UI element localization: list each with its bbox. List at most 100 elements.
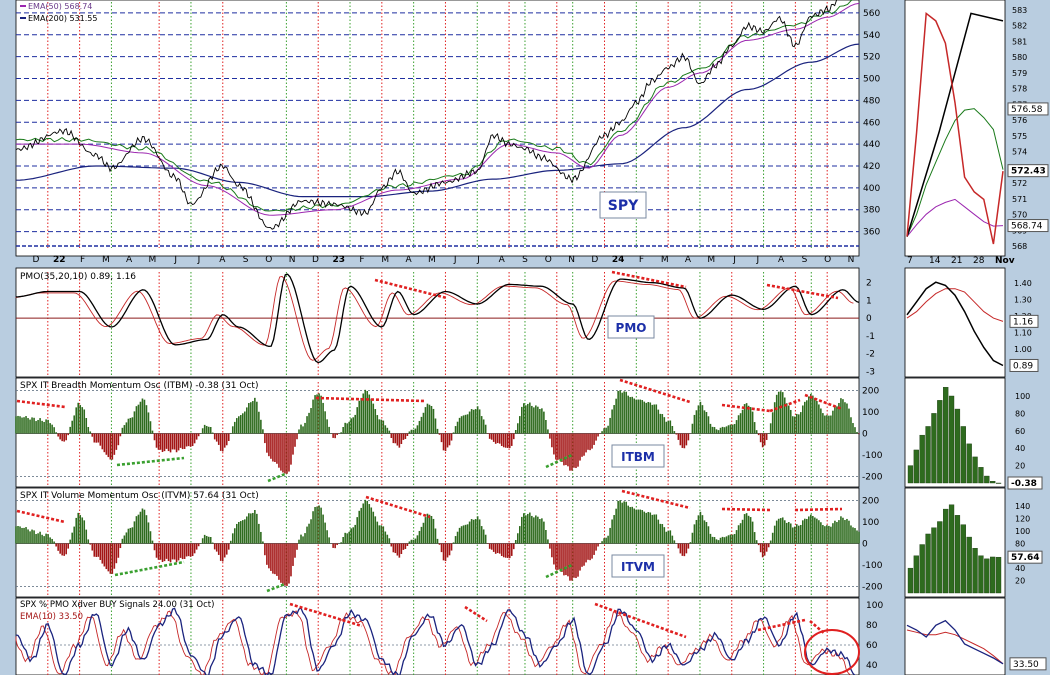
- itvm-zoom-bar: [972, 548, 978, 594]
- itbm-tick-label: 0: [862, 430, 868, 440]
- price-x-label: A: [219, 255, 226, 265]
- price-tick-label: 400: [863, 184, 880, 194]
- itbm-zoom-bar: [995, 482, 1002, 484]
- itbm-zoom-tick: 40: [1015, 444, 1025, 453]
- trend-annotation: [619, 378, 691, 404]
- trend-annotation: [365, 495, 431, 519]
- price-line: [15, 0, 838, 230]
- itvm-tick-label: -100: [862, 561, 883, 571]
- spy-label: SPY: [608, 198, 639, 214]
- itbm-zoom-bar: [954, 408, 961, 484]
- price-x-label: M: [381, 255, 389, 265]
- legend-ema200: EMA(200) 531.55: [28, 14, 97, 23]
- trend-annotation: [794, 507, 843, 512]
- price-x-label: M: [428, 255, 436, 265]
- trend-annotation: [809, 620, 826, 635]
- zoom-price-tick: 574: [1012, 148, 1027, 157]
- zoom-xover-mark-box: [1009, 657, 1047, 671]
- zoom-price-line: [906, 11, 1004, 245]
- xover-panel: [15, 597, 860, 675]
- price-x-label: J: [732, 255, 736, 265]
- price-panel: [15, 0, 860, 257]
- itbm-zoom-bar: [943, 387, 949, 484]
- itbm-zoom-mark-box: [1007, 476, 1043, 490]
- zoom-pmo-tick: 1.30: [1014, 296, 1032, 305]
- itbm-zoom-bar: [919, 434, 925, 484]
- itbm-zoom-tick: 20: [1015, 462, 1025, 471]
- itvm-zoom-bar: [937, 521, 943, 594]
- price-x-label: S: [802, 255, 808, 265]
- itbm-zoom-bar: [925, 426, 931, 484]
- price-tick-label: 520: [863, 53, 880, 63]
- xover-tick-label: 100: [866, 601, 883, 611]
- itvm-tick-label: 200: [862, 497, 879, 507]
- zoom-price-tick: 570: [1012, 211, 1027, 220]
- trend-annotation: [769, 398, 801, 413]
- pmo-label-box: [607, 315, 655, 339]
- itvm-zoom-bar: [966, 536, 972, 594]
- trend-annotation: [621, 489, 691, 510]
- price-x-label: O: [824, 255, 831, 265]
- zoom-price-mark-box: [1007, 219, 1049, 233]
- trend-annotation: [721, 507, 771, 512]
- zoom-price-tick: 578: [1012, 85, 1027, 94]
- pmo-line: [15, 273, 860, 364]
- trend-annotation: [804, 393, 843, 411]
- legend-ema50: EMA(50) 568.74: [28, 2, 92, 11]
- price-x-label: J: [453, 255, 457, 265]
- zoom-x-label: 21: [951, 256, 962, 266]
- price-x-label: N: [568, 255, 575, 265]
- price-x-label: D: [591, 255, 598, 265]
- zoom-pmo-tick: 1.40: [1014, 279, 1032, 288]
- zoom-price-tick: 575: [1012, 132, 1027, 141]
- zoom-price-tick: 568: [1012, 242, 1027, 251]
- itbm-zoom-tick: 60: [1015, 427, 1025, 436]
- itvm-zoom-bar: [960, 524, 966, 594]
- pmo-tick-label: -2: [866, 350, 875, 360]
- zoom-price-mark: 576.58: [1011, 105, 1043, 115]
- price-x-label: M: [102, 255, 110, 265]
- trend-annotation: [16, 399, 66, 409]
- zoom-price-tick: 579: [1012, 69, 1027, 78]
- price-tick-label: 380: [863, 206, 880, 216]
- price-x-label: A: [685, 255, 692, 265]
- price-x-label: F: [80, 255, 85, 265]
- price-tick-label: 560: [863, 9, 880, 19]
- itvm-zoom-bar: [995, 556, 1002, 594]
- price-x-label: S: [522, 255, 528, 265]
- zoom-pmo-line: [906, 281, 1004, 367]
- zoom-x-label: Nov: [995, 256, 1015, 266]
- price-zoom-panel: [904, 0, 1006, 257]
- zoom-xover-pct: [906, 619, 1004, 665]
- price-x-label: F: [359, 255, 364, 265]
- trend-annotation: [116, 456, 185, 467]
- label-layer: 360380400420440460480500520540560EMA(50)…: [20, 2, 1049, 671]
- zoom-pmo-signal: [906, 288, 1004, 322]
- zoom-pmo-mark: 0.89: [1013, 361, 1033, 371]
- itvm-zoom-tick: 40: [1015, 564, 1025, 573]
- itbm-tick-label: 200: [862, 387, 879, 397]
- zoom-x-label: 28: [973, 256, 985, 266]
- price-tick-label: 460: [863, 118, 880, 128]
- trend-annotation: [464, 605, 488, 623]
- itbm-zoom-bar: [972, 456, 978, 484]
- price-x-label: 22: [53, 255, 66, 265]
- itvm-zoom-mark-box: [1007, 550, 1043, 564]
- pmo-tick-label: 1: [866, 296, 872, 306]
- zoom-price-tick: 571: [1012, 195, 1027, 204]
- itbm-zoom-bar: [978, 467, 984, 484]
- price-x-label: J: [197, 255, 201, 265]
- pmo-zoom-panel: [904, 267, 1006, 378]
- price-x-label: F: [639, 255, 644, 265]
- itvm-legend: SPX IT Volume Momentum Osc (ITVM) 57.64 …: [20, 491, 259, 501]
- zoom-x-label: 14: [929, 256, 941, 266]
- itbm-zoom-bar: [907, 465, 914, 484]
- itvm-zoom-tick: 120: [1015, 514, 1030, 523]
- zoom-price-tick: 583: [1012, 6, 1027, 15]
- xover-ema-legend: EMA(10) 33.50: [20, 612, 83, 622]
- trend-annotation: [315, 396, 426, 403]
- trend-annotation: [289, 602, 363, 628]
- itbm-tick-label: 100: [862, 408, 879, 418]
- highlight-circle: [804, 629, 860, 675]
